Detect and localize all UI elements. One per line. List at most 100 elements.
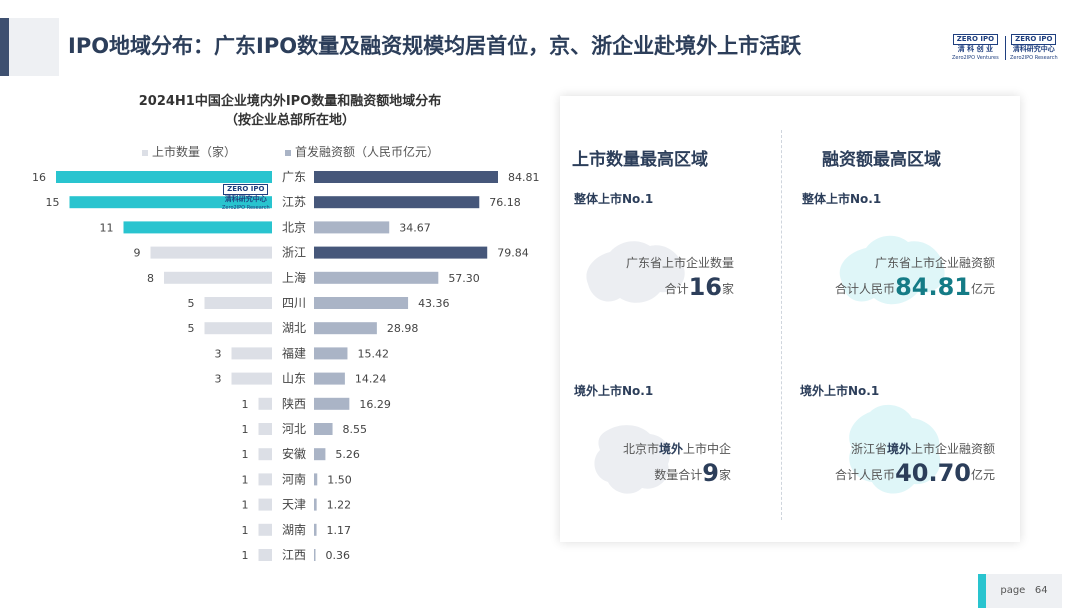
logo-mark: ZERO IPO: [1011, 34, 1057, 45]
category-label-安徽: 安徽: [282, 446, 306, 461]
amount-bar-浙江: [314, 246, 488, 259]
amount-label-江西: 0.36: [326, 549, 351, 562]
header-accent-box: [9, 18, 59, 76]
count-bar-四川: [204, 297, 272, 309]
right-top-subheading: 整体上市No.1: [802, 192, 882, 206]
count-bar-陕西: [258, 397, 272, 410]
count-label-四川: 5: [188, 297, 195, 310]
logo-divider: [1005, 36, 1006, 60]
amount-label-山东: 14.24: [355, 373, 387, 386]
count-label-安徽: 1: [242, 448, 249, 461]
right-top-pre: 合计人民币: [835, 282, 896, 296]
amount-label-广东: 84.81: [508, 171, 540, 184]
category-label-北京: 北京: [282, 220, 306, 234]
category-label-上海: 上海: [282, 270, 306, 285]
amount-bar-北京: [314, 221, 390, 234]
guangdong-map-shape-teal: [839, 235, 945, 305]
logo-cn: 清科研究中心: [1012, 45, 1055, 53]
panel-divider: [781, 130, 782, 520]
count-label-天津: 1: [242, 499, 249, 512]
zhejiang-map-shape-teal: [849, 404, 941, 494]
count-label-湖北: 5: [188, 322, 195, 335]
category-label-福建: 福建: [282, 345, 306, 360]
guangdong-map-shape: [586, 241, 685, 303]
chart-title: 2024H1中国企业境内外IPO数量和融资额地域分布 （按企业总部所在地）: [90, 92, 490, 130]
right-bottom-line1-a: 浙江省: [850, 442, 887, 456]
count-bar-山东: [231, 372, 272, 385]
amount-label-湖南: 1.17: [327, 524, 352, 537]
category-label-四川: 四川: [282, 296, 306, 310]
page-number-box: page 64: [986, 574, 1062, 608]
logo-mark: ZERO IPO: [952, 34, 999, 45]
amount-bar-陕西: [314, 397, 350, 410]
legend-amount-label: 首发融资额（人民币亿元）: [295, 145, 440, 159]
count-bar-湖北: [204, 322, 272, 335]
left-bottom-unit: 家: [718, 468, 731, 482]
category-label-江西: 江西: [282, 548, 306, 562]
count-label-江苏: 15: [46, 196, 60, 209]
right-bottom-pre: 合计人民币: [835, 468, 896, 482]
amount-label-四川: 43.36: [418, 297, 450, 310]
right-bottom-line1-c: 上市企业融资额: [910, 442, 995, 456]
legend-count-label: 上市数量（家）: [152, 145, 237, 159]
count-bar-浙江: [150, 246, 272, 259]
header-accent-bar: [0, 18, 9, 76]
watermark-en: Zero2IPO Research: [222, 205, 270, 211]
page-title: IPO地域分布：广东IPO数量及融资规模均居首位，京、浙企业赴境外上市活跃: [68, 34, 802, 58]
zero2ipo-ventures-logo: ZERO IPO 清 科 创 业 Zero2IPO Ventures: [952, 34, 999, 63]
left-bottom-line1-a: 北京市: [622, 442, 659, 456]
left-bottom-line1: 北京市境外上市中企: [623, 440, 731, 457]
category-label-湖北: 湖北: [282, 320, 306, 335]
right-top-line1: 广东省上市企业融资额: [874, 256, 995, 270]
right-bottom-unit: 亿元: [970, 468, 995, 482]
left-top-unit: 家: [721, 282, 734, 296]
left-bottom-subheading: 境外上市No.1: [574, 384, 654, 398]
count-label-江西: 1: [242, 549, 249, 562]
legend-swatch-count: [142, 149, 148, 156]
count-bar-上海: [164, 271, 272, 284]
count-label-河北: 1: [242, 423, 249, 436]
left-bottom-line1-b: 境外: [658, 442, 683, 456]
col-left-heading: 上市数量最高区域: [572, 150, 708, 170]
count-label-河南: 1: [242, 473, 249, 486]
left-bottom-line1-c: 上市中企: [682, 442, 731, 456]
amount-bar-广东: [314, 171, 498, 183]
page-label: page: [1000, 585, 1026, 596]
logo-en: Zero2IPO Research: [1010, 55, 1058, 61]
amount-bar-河南: [314, 473, 318, 486]
count-label-广东: 16: [32, 171, 46, 184]
amount-label-浙江: 79.84: [497, 247, 528, 260]
right-bottom-subheading: 境外上市No.1: [800, 384, 880, 398]
count-bar-湖南: [258, 523, 272, 536]
legend-amount: 首发融资额（人民币亿元）: [285, 143, 439, 160]
count-bar-天津: [258, 498, 272, 511]
amount-label-河北: 8.55: [343, 423, 368, 436]
count-bar-福建: [231, 347, 272, 360]
logo-cn: 清 科 创 业: [957, 45, 994, 53]
amount-bar-安徽: [314, 448, 326, 461]
amount-label-湖北: 28.98: [387, 322, 419, 335]
count-bar-安徽: [258, 448, 272, 461]
beijing-map-shape: [594, 425, 670, 494]
amount-label-江苏: 76.18: [489, 196, 521, 209]
right-top-total: 合计人民币84.81亿元: [835, 273, 995, 301]
amount-label-陕西: 16.29: [359, 398, 391, 411]
page-number: 64: [1034, 585, 1048, 596]
chart-title-line1: 2024H1中国企业境内外IPO数量和融资额地域分布: [138, 94, 442, 109]
left-bottom-total: 数量合计9家: [654, 459, 731, 487]
right-bottom-total: 合计人民币40.70亿元: [835, 459, 995, 487]
count-label-上海: 8: [147, 272, 154, 285]
amount-bar-山东: [314, 372, 345, 385]
count-label-福建: 3: [215, 347, 222, 360]
left-top-total: 合计16家: [665, 273, 734, 301]
watermark-mark: ZERO IPO: [223, 184, 269, 195]
amount-bar-江苏: [314, 196, 480, 209]
left-top-pre: 合计: [664, 282, 689, 296]
category-label-湖南: 湖南: [282, 522, 306, 537]
zero2ipo-research-logo: ZERO IPO 清科研究中心 Zero2IPO Research: [1010, 34, 1058, 63]
amount-bar-湖南: [314, 523, 317, 536]
category-label-河北: 河北: [282, 422, 306, 436]
amount-label-福建: 15.42: [357, 347, 389, 360]
count-label-北京: 11: [100, 221, 114, 234]
category-label-陕西: 陕西: [282, 396, 306, 411]
